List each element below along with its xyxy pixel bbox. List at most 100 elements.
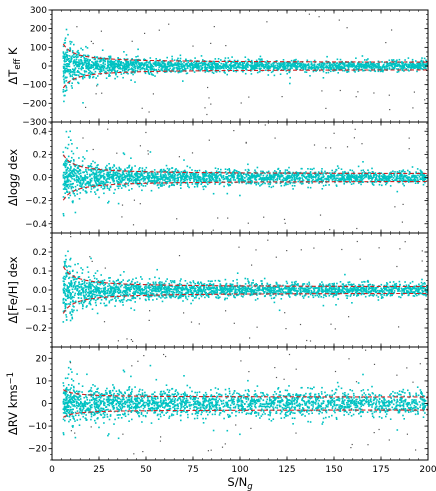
scatter-point <box>282 177 285 179</box>
scatter-point <box>98 64 100 67</box>
scatter-point <box>118 166 120 169</box>
scatter-point <box>90 177 93 180</box>
scatter-point <box>113 66 115 68</box>
scatter-point <box>90 180 93 182</box>
scatter-point <box>320 178 322 180</box>
scatter-point <box>386 68 388 71</box>
scatter-point <box>263 178 266 180</box>
scatter-point <box>207 63 209 66</box>
scatter-point <box>140 174 143 177</box>
scatter-point <box>284 67 287 70</box>
scatter-point <box>140 184 143 186</box>
scatter-point <box>137 183 139 186</box>
scatter-point <box>105 168 107 170</box>
scatter-point <box>325 72 328 74</box>
scatter-point <box>224 171 227 173</box>
scatter-point <box>212 62 214 65</box>
scatter-point <box>151 66 153 68</box>
scatter-point <box>85 64 87 67</box>
scatter-point <box>70 71 72 74</box>
scatter-point <box>343 179 346 181</box>
scatter-point <box>144 69 146 71</box>
scatter-point <box>121 64 123 67</box>
scatter-point <box>267 68 269 70</box>
scatter-point <box>145 65 148 68</box>
scatter-point <box>163 62 166 65</box>
scatter-point <box>231 175 234 178</box>
scatter-point <box>258 175 261 177</box>
scatter-point <box>208 65 211 68</box>
scatter-point <box>259 185 261 187</box>
outlier-point <box>90 40 92 42</box>
scatter-point <box>141 173 143 175</box>
outlier-point <box>357 91 359 93</box>
scatter-point <box>364 59 366 61</box>
outlier-point <box>412 107 414 109</box>
scatter-point <box>234 64 236 67</box>
scatter-point <box>117 63 120 65</box>
scatter-point <box>409 66 411 69</box>
scatter-point <box>256 65 259 67</box>
scatter-point <box>369 70 372 72</box>
scatter-point <box>212 60 215 63</box>
scatter-point <box>191 64 193 66</box>
scatter-point <box>200 181 203 183</box>
scatter-point <box>292 188 294 190</box>
scatter-point <box>146 177 148 180</box>
scatter-point <box>64 164 66 167</box>
scatter-point <box>382 69 384 72</box>
scatter-point <box>276 174 278 176</box>
scatter-point <box>279 178 281 180</box>
scatter-point <box>83 73 86 76</box>
scatter-point <box>62 214 65 217</box>
scatter-point <box>275 171 278 173</box>
scatter-point <box>260 65 262 67</box>
scatter-point <box>346 181 348 184</box>
scatter-point <box>120 181 123 184</box>
scatter-point <box>123 68 126 71</box>
scatter-point <box>328 184 330 186</box>
scatter-point <box>74 211 77 214</box>
scatter-point <box>151 176 154 178</box>
scatter-point <box>98 171 101 173</box>
scatter-point <box>152 74 154 76</box>
scatter-point <box>330 68 333 70</box>
scatter-point <box>182 178 185 181</box>
scatter-point <box>409 62 412 65</box>
scatter-point <box>378 176 381 179</box>
scatter-point <box>121 177 123 179</box>
scatter-point <box>95 66 97 68</box>
outlier-point <box>413 91 415 93</box>
scatter-point <box>279 170 281 172</box>
scatter-point <box>348 176 350 179</box>
scatter-point <box>160 178 163 180</box>
scatter-point <box>95 176 97 179</box>
scatter-point <box>372 184 375 186</box>
scatter-point <box>176 67 178 70</box>
scatter-point <box>207 175 210 177</box>
scatter-point <box>213 63 216 66</box>
scatter-point <box>261 58 263 60</box>
scatter-point <box>83 157 86 160</box>
scatter-point <box>248 175 251 177</box>
scatter-point <box>159 178 161 180</box>
scatter-point <box>91 173 93 176</box>
scatter-point <box>341 178 344 181</box>
scatter-point <box>301 177 304 179</box>
scatter-point <box>68 60 71 62</box>
scatter-point <box>67 175 70 178</box>
scatter-point <box>172 63 174 66</box>
scatter-point <box>315 70 317 72</box>
y-axis-label-main: ΔT <box>6 69 20 85</box>
scatter-point <box>297 180 299 183</box>
scatter-point <box>184 169 186 172</box>
scatter-point <box>210 174 213 176</box>
scatter-point <box>307 178 309 181</box>
scatter-point <box>202 59 204 61</box>
scatter-point <box>291 67 293 70</box>
scatter-point <box>121 174 123 177</box>
scatter-point <box>293 174 296 177</box>
scatter-point <box>255 59 258 62</box>
scatter-point <box>172 69 174 71</box>
scatter-point <box>244 180 247 183</box>
